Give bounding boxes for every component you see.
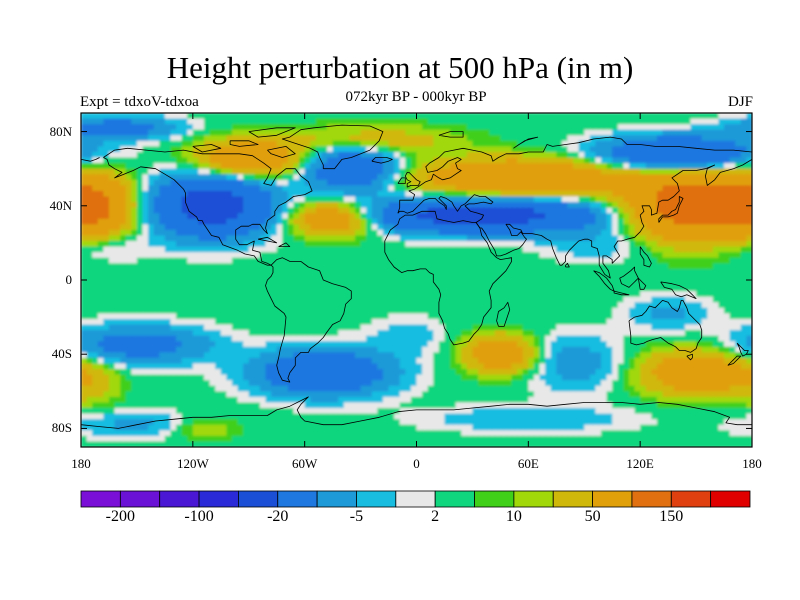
coastline-segment bbox=[281, 124, 384, 170]
colorbar-swatch bbox=[159, 490, 200, 508]
colorbar-swatch bbox=[316, 490, 357, 508]
colorbar-swatch bbox=[277, 490, 318, 508]
colorbar-swatch bbox=[474, 490, 515, 508]
coastline-segment bbox=[404, 171, 421, 188]
colorbar-label: 150 bbox=[659, 508, 684, 525]
colorbar-label: 2 bbox=[431, 508, 440, 525]
colorbar-label: 10 bbox=[505, 508, 522, 525]
season-label: DJF bbox=[727, 94, 753, 110]
coastline-segment bbox=[496, 301, 511, 327]
coastline-segment bbox=[639, 246, 652, 268]
colorbar-label: -100 bbox=[184, 508, 214, 525]
coastline-segment bbox=[265, 257, 352, 383]
coastline-segment bbox=[81, 157, 100, 162]
lon-tick-label: 180 bbox=[742, 456, 762, 471]
colorbar-label: 50 bbox=[584, 508, 601, 525]
colorbar-swatch bbox=[198, 490, 239, 508]
colorbar-label: -20 bbox=[267, 508, 289, 525]
coastline-segment bbox=[513, 136, 539, 149]
coastline-segment bbox=[248, 127, 296, 138]
colorbar-swatch bbox=[631, 490, 672, 508]
colorbar-swatch bbox=[356, 490, 397, 508]
colorbar-swatch bbox=[513, 490, 554, 508]
anomaly-field bbox=[81, 113, 752, 447]
coastline-segment bbox=[267, 145, 296, 158]
coastline-segment bbox=[278, 242, 291, 248]
coastline-segment bbox=[727, 355, 742, 366]
coastline-segment bbox=[658, 196, 684, 223]
axis-ticks bbox=[80, 113, 753, 447]
lat-tick-label: 40S bbox=[51, 346, 72, 362]
lat-tick-label: 0 bbox=[65, 272, 73, 287]
colorbar-swatch bbox=[238, 490, 279, 508]
coastline-segment bbox=[613, 290, 630, 296]
lon-tick-label: 0 bbox=[413, 456, 420, 471]
lon-tick-label: 60W bbox=[292, 456, 318, 471]
lon-tick-label: 180 bbox=[71, 456, 91, 471]
map-title: Height perturbation at 500 hPa (in m) bbox=[166, 50, 634, 85]
coastline-segment bbox=[81, 396, 752, 429]
lon-tick-label: 120W bbox=[176, 456, 209, 471]
coastline-segment bbox=[371, 157, 393, 164]
lat-tick-label: 80N bbox=[49, 123, 72, 139]
colorbar-swatch bbox=[552, 490, 593, 508]
coastline-segment bbox=[258, 236, 278, 244]
lat-tick-label: 40N bbox=[49, 197, 72, 213]
colorbar bbox=[80, 490, 751, 508]
lon-tick-label: 120E bbox=[626, 456, 654, 471]
coastline-segment bbox=[686, 353, 693, 361]
colorbar-swatch bbox=[592, 490, 633, 508]
colorbar-swatch bbox=[80, 490, 121, 508]
coastline-segment bbox=[565, 262, 570, 268]
colorbar-swatch bbox=[670, 490, 712, 508]
coastline-segment bbox=[397, 177, 406, 184]
lon-tick-label: 60E bbox=[517, 456, 539, 471]
coastline-segment bbox=[619, 266, 639, 288]
map-subtitle: 072kyr BP - 000kyr BP bbox=[345, 89, 487, 105]
colorbar-label: -200 bbox=[105, 508, 135, 525]
coastline-segment bbox=[397, 159, 752, 279]
coastline-segment bbox=[660, 281, 697, 300]
coastline-segment bbox=[103, 147, 313, 266]
coastline-segment bbox=[397, 136, 752, 214]
coastline-segment bbox=[384, 210, 513, 346]
experiment-label: Expt = tdxoV-tdxoa bbox=[80, 94, 199, 110]
coastline-segment bbox=[628, 299, 703, 353]
colorbar-label: -5 bbox=[349, 508, 364, 525]
coastline-segment bbox=[438, 131, 464, 138]
coastline-segment bbox=[637, 277, 647, 290]
lat-tick-label: 80S bbox=[51, 420, 72, 436]
colorbar-swatch bbox=[395, 490, 436, 508]
colorbar-swatch bbox=[434, 490, 475, 508]
coastline-segment bbox=[192, 144, 222, 153]
coastlines bbox=[81, 124, 752, 429]
coastline-segment bbox=[229, 140, 259, 147]
colorbar-swatch bbox=[119, 490, 161, 508]
colorbar-swatch bbox=[710, 490, 751, 508]
